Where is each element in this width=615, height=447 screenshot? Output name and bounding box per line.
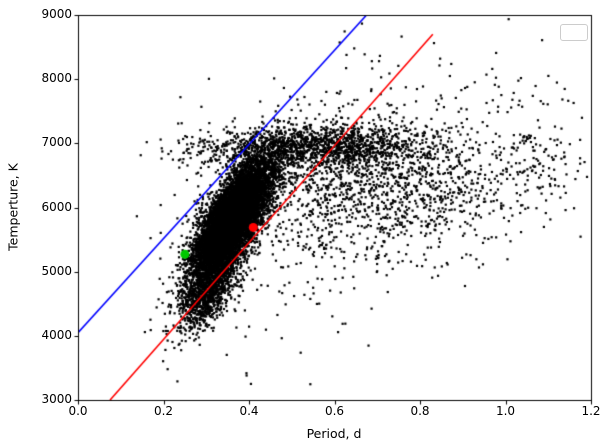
y-tick-label: 8000 bbox=[41, 71, 72, 86]
y-tick-label: 9000 bbox=[41, 7, 72, 21]
legend-box bbox=[560, 24, 588, 41]
y-tick-label: 3000 bbox=[41, 392, 72, 406]
x-tick-label: 0.8 bbox=[410, 404, 430, 418]
y-tick-label: 7000 bbox=[41, 135, 72, 150]
x-tick-label: 0.2 bbox=[153, 404, 174, 418]
x-tick-label: 0.0 bbox=[68, 404, 88, 418]
x-axis-label: Period, d bbox=[306, 426, 362, 441]
y-axis-label: Temperture, K bbox=[5, 163, 21, 251]
y-tick-label: 5000 bbox=[41, 263, 72, 278]
y-tick-label: 4000 bbox=[41, 327, 72, 342]
x-tick-label: 0.6 bbox=[324, 404, 345, 418]
x-tick-label: 1.0 bbox=[495, 404, 516, 418]
x-tick-label: 1.2 bbox=[581, 404, 601, 418]
y-tick-label: 6000 bbox=[41, 199, 72, 214]
x-tick-label: 0.4 bbox=[239, 404, 259, 418]
